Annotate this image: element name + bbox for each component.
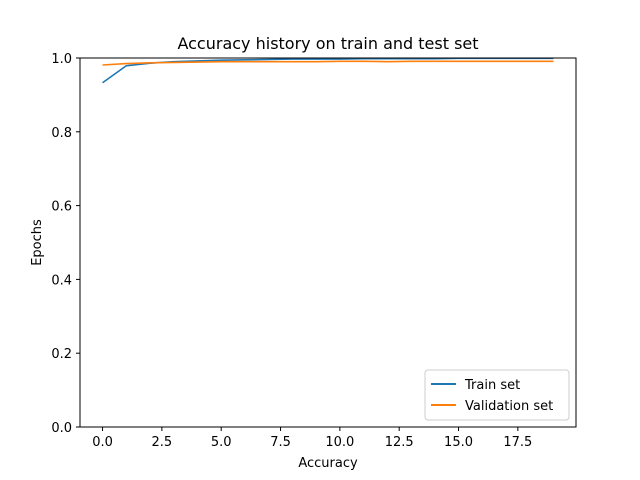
x-tick-label: 17.5 — [503, 435, 532, 450]
y-tick-label: 1.0 — [51, 52, 72, 67]
x-tick-label: 7.5 — [270, 435, 291, 450]
legend-box — [424, 369, 570, 421]
y-axis-label: Epochs — [30, 219, 45, 266]
x-tick-label: 2.5 — [152, 435, 173, 450]
y-tick-label: 0.8 — [51, 126, 72, 141]
x-axis-label: Accuracy — [298, 456, 358, 471]
x-tick-label: 10.0 — [325, 435, 354, 450]
y-tick-label: 0.4 — [51, 273, 72, 288]
x-tick-label: 5.0 — [211, 435, 232, 450]
legend-label-validation-set: Validation set — [465, 399, 553, 414]
series-line-validation-set — [102, 60, 554, 66]
y-tick-label: 0.2 — [51, 347, 72, 362]
legend: Train set Validation set — [424, 369, 570, 421]
ticks-layer: 0.0 2.5 5.0 7.5 10.0 12.5 15.0 17.5 0.0 0.2 0.4 0.6… — [51, 52, 532, 450]
chart-title: Accuracy history on train and test set — [177, 34, 478, 53]
x-tick-label: 0.0 — [92, 435, 113, 450]
y-tick-label: 0.0 — [51, 421, 72, 436]
x-tick-label: 12.5 — [385, 435, 414, 450]
legend-label-train-set: Train set — [464, 378, 520, 393]
y-tick-label: 0.6 — [51, 200, 72, 215]
plot-frame — [79, 57, 577, 428]
x-tick-label: 15.0 — [444, 435, 473, 450]
